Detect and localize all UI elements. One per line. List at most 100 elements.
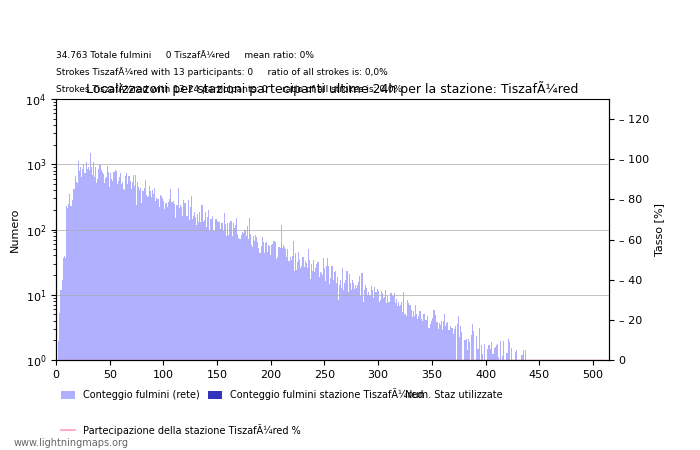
Bar [413,310,414,450]
Bar [480,360,481,450]
Bar [556,360,557,450]
Bar [582,360,584,450]
Bar [338,301,339,450]
Bar [363,290,365,450]
Bar [387,296,388,450]
Bar [601,360,602,450]
Bar [309,260,310,450]
Bar [405,316,407,450]
Bar [584,360,586,450]
Bar [313,261,314,450]
Bar [502,356,503,450]
Bar [587,360,588,450]
Bar [306,263,307,450]
Bar [546,360,547,450]
Bar [97,179,99,450]
Text: Strokes TiszafÃ¼red with 13-24 participants: 0     ratio of all strokes is: 0,0%: Strokes TiszafÃ¼red with 13-24 participa… [56,85,402,94]
Bar [536,360,538,450]
Bar [113,172,115,450]
Bar [102,172,103,450]
Bar [334,272,335,450]
Bar [527,360,528,450]
Bar [367,295,368,450]
Bar [125,176,126,450]
Bar [576,360,578,450]
Bar [99,165,101,450]
Bar [107,166,108,450]
Bar [389,302,391,450]
Bar [278,247,279,450]
Bar [156,198,158,450]
Bar [332,280,334,450]
Bar [351,290,352,450]
Bar [190,207,191,450]
Bar [465,340,466,450]
Text: www.lightningmaps.org: www.lightningmaps.org [14,438,129,448]
Bar [470,360,471,450]
Bar [360,297,361,450]
Bar [468,339,469,450]
Bar [322,275,323,450]
Bar [566,360,568,450]
Bar [417,319,419,450]
Bar [172,202,174,450]
Bar [65,258,66,450]
Bar [523,350,524,450]
Bar [329,284,330,450]
Bar [533,360,534,450]
Bar [524,360,525,450]
Bar [403,292,405,450]
Bar [379,300,381,450]
Bar [280,248,281,450]
Bar [393,293,395,450]
Bar [423,314,424,450]
Bar [455,326,456,450]
Bar [111,179,113,450]
Bar [475,360,477,450]
Bar [516,350,517,450]
Bar [532,360,533,450]
Bar [356,288,357,450]
Bar [121,184,122,450]
Bar [142,191,144,450]
Bar [140,188,141,450]
Bar [230,221,232,450]
Bar [349,274,350,450]
Bar [276,256,278,450]
Bar [370,296,371,450]
Bar [178,188,179,450]
Bar [377,291,379,450]
Bar [179,207,180,450]
Bar [62,280,63,450]
Bar [444,314,445,450]
Bar [466,339,467,450]
Bar [182,216,183,450]
Bar [57,342,59,450]
Bar [525,350,526,450]
Bar [298,252,299,450]
Bar [244,230,246,450]
Bar [240,239,241,450]
Bar [272,244,274,450]
Bar [555,360,556,450]
Bar [146,195,147,450]
Bar [296,270,297,450]
Bar [226,236,228,450]
Bar [503,341,504,450]
Bar [542,360,543,450]
Bar [496,345,497,450]
Bar [323,258,324,450]
Bar [330,278,331,450]
Bar [101,170,102,450]
Bar [498,357,499,450]
Bar [83,164,85,450]
Bar [290,260,292,450]
Bar [321,273,322,450]
Bar [374,288,375,450]
Bar [469,342,470,450]
Bar [253,236,254,450]
Bar [375,292,377,450]
Bar [339,285,340,450]
Bar [104,183,105,450]
Bar [385,290,386,450]
